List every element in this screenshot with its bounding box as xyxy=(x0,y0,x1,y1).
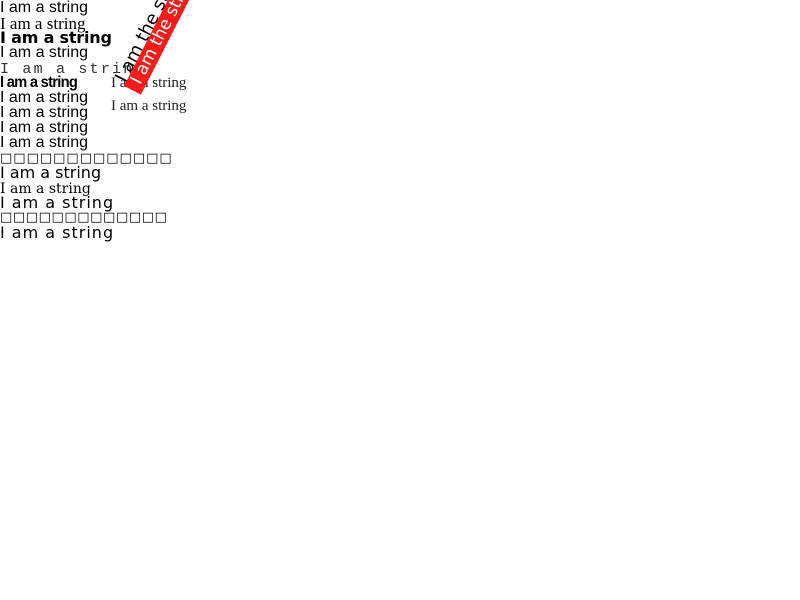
text-line-12: I am a string xyxy=(0,163,102,182)
text-line-5: I am a string xyxy=(0,61,146,78)
text-line-14: I am a string xyxy=(0,193,115,212)
missing-glyph-line-2: □□□□□□□□□□□□□ xyxy=(0,210,168,225)
missing-glyph-line-1: □□□□□□□□□□□□□ xyxy=(0,151,173,166)
text-line-8: I am a string xyxy=(0,104,89,121)
text-line-1: I am a string xyxy=(0,0,89,16)
text-line-10: I am a string xyxy=(0,134,89,151)
text-line-9: I am a string xyxy=(0,119,89,136)
text-line-2: I am a string xyxy=(0,14,86,33)
text-line-3: I am a string xyxy=(0,28,112,47)
text-line-16: I am a string xyxy=(0,223,115,242)
text-line-7: I am a string xyxy=(0,89,89,106)
text-line-13: I am a string xyxy=(0,181,91,197)
text-line-6: I am a string xyxy=(0,74,78,91)
right-text-line-2: I am a string xyxy=(111,98,187,114)
text-line-4: I am a string xyxy=(0,44,89,61)
